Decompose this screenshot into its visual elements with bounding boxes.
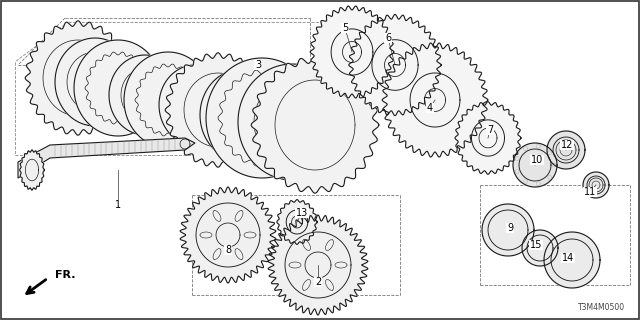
Text: 6: 6 [385, 33, 391, 43]
Text: 2: 2 [315, 277, 321, 287]
Text: 7: 7 [487, 125, 493, 135]
Polygon shape [455, 102, 521, 174]
Text: 5: 5 [342, 23, 348, 33]
Polygon shape [18, 138, 195, 178]
Text: 14: 14 [562, 253, 574, 263]
Polygon shape [277, 200, 317, 244]
Text: 1: 1 [115, 200, 121, 210]
Polygon shape [74, 40, 162, 136]
Polygon shape [124, 52, 212, 148]
Polygon shape [349, 14, 441, 116]
Text: T3M4M0500: T3M4M0500 [578, 303, 625, 312]
Polygon shape [482, 204, 534, 256]
Text: 10: 10 [531, 155, 543, 165]
Text: 13: 13 [296, 208, 308, 218]
Polygon shape [200, 69, 284, 161]
Text: 3: 3 [255, 60, 261, 70]
Polygon shape [310, 6, 394, 98]
Polygon shape [165, 53, 271, 167]
Polygon shape [522, 230, 558, 266]
Polygon shape [583, 172, 609, 198]
Polygon shape [544, 232, 600, 288]
Polygon shape [20, 150, 44, 190]
Text: 8: 8 [225, 245, 231, 255]
Polygon shape [513, 143, 557, 187]
Polygon shape [55, 38, 135, 126]
Text: 4: 4 [427, 103, 433, 113]
Text: 15: 15 [530, 240, 542, 250]
Polygon shape [206, 58, 318, 178]
Polygon shape [268, 215, 368, 315]
Polygon shape [159, 65, 231, 145]
Polygon shape [180, 187, 276, 283]
Polygon shape [547, 131, 585, 169]
Polygon shape [25, 21, 131, 135]
Polygon shape [109, 55, 181, 135]
Text: 9: 9 [507, 223, 513, 233]
Polygon shape [382, 43, 488, 157]
Text: FR.: FR. [55, 270, 76, 280]
Polygon shape [252, 57, 379, 193]
Text: 11: 11 [584, 187, 596, 197]
Text: 12: 12 [561, 140, 573, 150]
Polygon shape [238, 64, 346, 180]
